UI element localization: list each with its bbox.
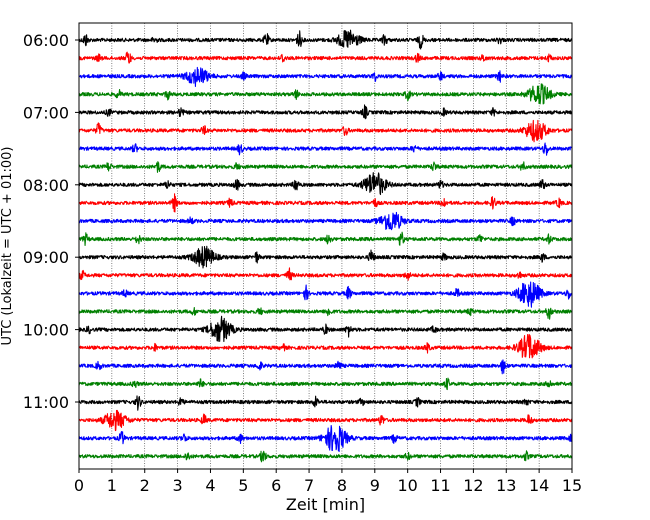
y-axis-label: UTC (Lokalzeit = UTC + 01:00) [0, 147, 15, 346]
seismogram-trace [78, 359, 573, 375]
seismogram-trace [78, 119, 573, 143]
seismogram-trace [78, 193, 573, 213]
x-tick-label: 9 [370, 476, 380, 495]
seismogram-trace [78, 83, 573, 105]
x-tick-label: 10 [397, 476, 417, 495]
x-tick-label: 5 [238, 476, 248, 495]
y-tick-label: 08:00 [23, 176, 69, 195]
seismogram-trace [78, 281, 573, 308]
seismogram-trace [78, 142, 573, 156]
x-tick-label: 6 [271, 476, 281, 495]
seismogram-trace [78, 306, 573, 320]
x-tick-label: 8 [337, 476, 347, 495]
x-tick-label: 12 [463, 476, 483, 495]
seismogram-trace [78, 267, 573, 281]
plot-frame [78, 22, 573, 470]
seismogram-trace [78, 231, 573, 246]
x-tick-label: 14 [529, 476, 549, 495]
seismogram-trace [78, 395, 573, 411]
seismogram-trace [78, 377, 573, 391]
x-tick-label: 1 [107, 476, 117, 495]
seismogram-trace [78, 211, 573, 231]
seismogram-trace [78, 29, 573, 50]
seismogram-trace [78, 66, 573, 88]
seismogram-trace [78, 172, 573, 196]
seismogram-trace [78, 51, 573, 64]
y-axis-ticks: 06:00 07:00 08:00 09:00 10:00 11:00 [23, 31, 79, 412]
x-tick-label: 7 [304, 476, 314, 495]
x-tick-label: 15 [562, 476, 582, 495]
seismogram-trace [78, 333, 573, 359]
seismogram-trace [78, 315, 573, 343]
y-tick-label: 07:00 [23, 103, 69, 122]
seismogram-trace [78, 409, 573, 432]
seismogram-trace [78, 450, 573, 463]
x-tick-label: 4 [205, 476, 215, 495]
seismogram-trace [78, 104, 573, 120]
x-tick-label: 3 [173, 476, 183, 495]
seismogram-trace [78, 425, 573, 452]
x-axis-ticks: 0 1 2 3 4 5 6 7 8 9 10 11 12 13 14 15 [74, 469, 582, 495]
x-tick-label: 13 [496, 476, 516, 495]
y-tick-label: 09:00 [23, 248, 69, 267]
x-axis-label: Zeit [min] [286, 495, 365, 514]
y-tick-label: 06:00 [23, 31, 69, 50]
seismogram-trace [78, 161, 573, 173]
x-tick-label: 2 [140, 476, 150, 495]
x-tick-label: 0 [74, 476, 84, 495]
trace-group [78, 29, 573, 463]
y-tick-label: 10:00 [23, 321, 69, 340]
seismogram-trace [78, 245, 573, 269]
x-tick-label: 11 [430, 476, 450, 495]
y-tick-label: 11:00 [23, 393, 69, 412]
